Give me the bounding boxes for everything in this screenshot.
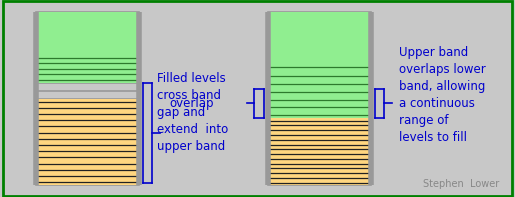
- Bar: [268, 63, 371, 89]
- Bar: [36, 55, 139, 83]
- Text: Filled levels
cross band
gap and
extend  into
upper band: Filled levels cross band gap and extend …: [157, 72, 228, 153]
- Bar: [268, 118, 371, 185]
- Bar: [268, 12, 371, 63]
- Text: overlap: overlap: [169, 97, 214, 110]
- Text: Stephen  Lower: Stephen Lower: [423, 179, 500, 189]
- Bar: [268, 89, 371, 118]
- Bar: [36, 98, 139, 185]
- Bar: [36, 12, 139, 55]
- Text: Upper band
overlaps lower
band, allowing
a continuous
range of
levels to fill: Upper band overlaps lower band, allowing…: [399, 46, 486, 144]
